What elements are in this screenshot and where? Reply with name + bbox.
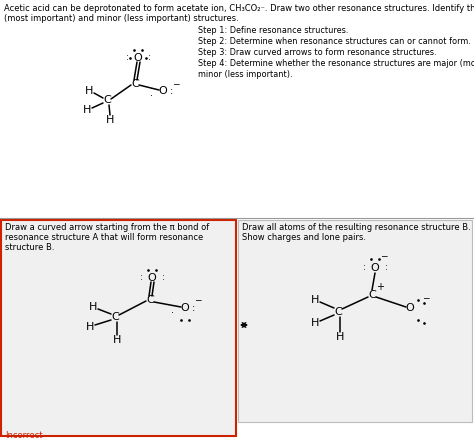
Text: Show charges and lone pairs.: Show charges and lone pairs. — [242, 233, 366, 242]
Text: resonance structure A that will form resonance: resonance structure A that will form res… — [5, 233, 203, 242]
Text: ·: · — [172, 308, 174, 318]
Text: O: O — [147, 273, 156, 283]
Text: ·: · — [151, 91, 154, 101]
Text: O: O — [181, 303, 190, 313]
Text: +: + — [376, 282, 384, 292]
Text: H: H — [89, 302, 97, 312]
Text: Step 1: Define resonance structures.: Step 1: Define resonance structures. — [198, 26, 348, 35]
Text: ·: · — [151, 84, 154, 94]
Text: −: − — [194, 296, 202, 304]
Text: −: − — [422, 293, 430, 303]
Text: H: H — [85, 86, 93, 96]
Text: :: : — [363, 264, 365, 272]
Text: −: − — [380, 251, 388, 261]
Text: C: C — [111, 312, 119, 322]
Text: ·: · — [172, 301, 174, 311]
Text: Step 3: Draw curved arrows to form resonance structures.: Step 3: Draw curved arrows to form reson… — [198, 48, 437, 57]
Text: Acetic acid can be deprotonated to form acetate ion, CH₃CO₂⁻. Draw two other res: Acetic acid can be deprotonated to form … — [4, 4, 474, 13]
Bar — [1, 220, 236, 436]
Text: C: C — [334, 307, 342, 317]
Text: :: : — [139, 273, 143, 283]
Text: :: : — [192, 303, 196, 313]
Text: H: H — [336, 332, 344, 342]
Text: H: H — [113, 335, 121, 345]
Text: Step 2: Determine when resonance structures can or cannot form.: Step 2: Determine when resonance structu… — [198, 37, 471, 46]
Text: H: H — [106, 115, 114, 125]
Text: C: C — [103, 95, 111, 105]
Text: −: − — [172, 80, 180, 88]
Text: :: : — [170, 86, 173, 96]
Text: :: : — [147, 53, 150, 63]
Text: :: : — [126, 53, 128, 63]
Text: C: C — [131, 79, 139, 89]
Text: structure B.: structure B. — [5, 243, 55, 252]
Text: :: : — [384, 264, 387, 272]
Text: (most important) and minor (less important) structures.: (most important) and minor (less importa… — [4, 14, 239, 23]
Text: C: C — [368, 290, 376, 300]
Text: C: C — [146, 295, 154, 305]
Text: H: H — [311, 295, 319, 305]
Text: minor (less important).: minor (less important). — [198, 70, 292, 79]
Text: H: H — [83, 105, 91, 115]
Text: :: : — [162, 273, 164, 283]
Bar — [238, 220, 472, 422]
Text: Incorrect: Incorrect — [5, 431, 43, 438]
Text: O: O — [159, 86, 167, 96]
Text: Draw all atoms of the resulting resonance structure B.: Draw all atoms of the resulting resonanc… — [242, 223, 471, 232]
Text: H: H — [311, 318, 319, 328]
Text: O: O — [406, 303, 414, 313]
Text: O: O — [371, 263, 379, 273]
Text: Draw a curved arrow starting from the π bond of: Draw a curved arrow starting from the π … — [5, 223, 209, 232]
Text: H: H — [86, 322, 94, 332]
Text: O: O — [134, 53, 142, 63]
Text: Step 4: Determine whether the resonance structures are major (more important) or: Step 4: Determine whether the resonance … — [198, 59, 474, 68]
